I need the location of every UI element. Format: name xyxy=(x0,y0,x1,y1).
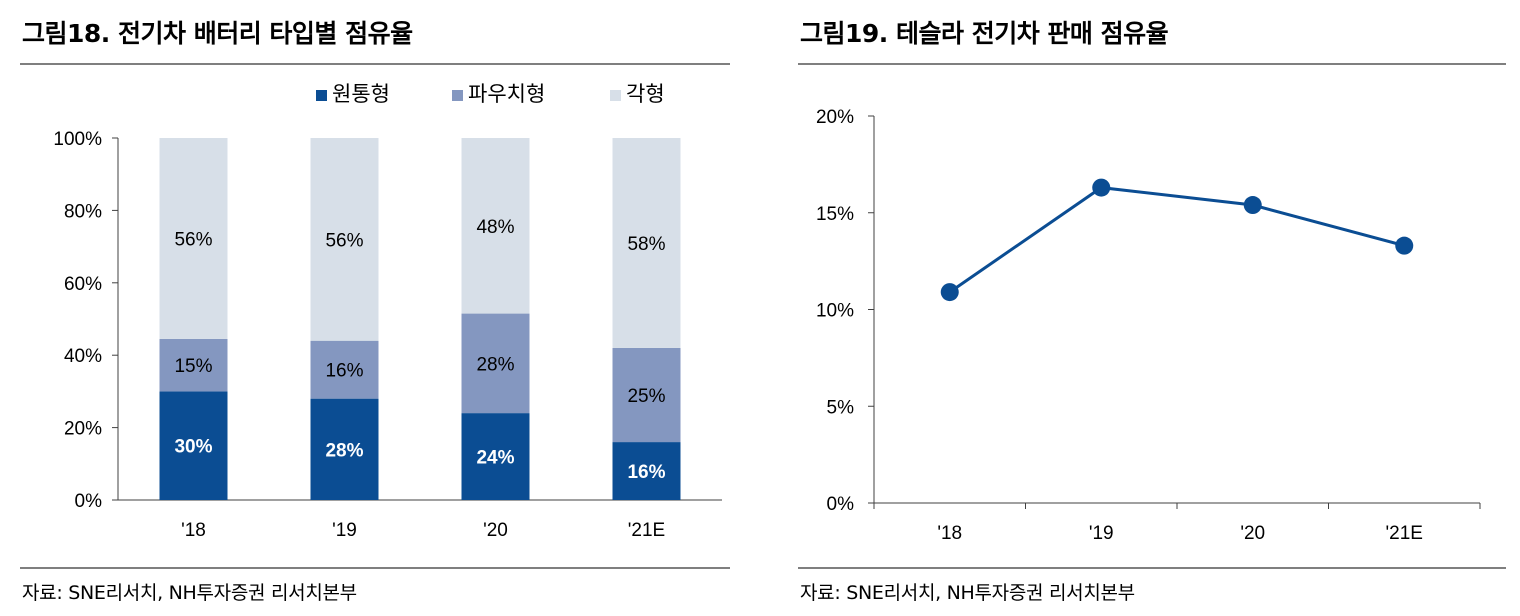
y-tick-label: 100% xyxy=(53,129,102,150)
bar-prismatic xyxy=(310,138,379,341)
bar-cylindrical xyxy=(159,391,228,500)
share-line-series xyxy=(948,186,1405,294)
bar-cylindrical xyxy=(612,442,681,500)
legend-swatch-prismatic xyxy=(610,90,621,101)
bar-data-label: 58% xyxy=(627,234,665,255)
bar-cylindrical xyxy=(310,398,379,500)
bar-pouch xyxy=(310,340,379,399)
bar-prismatic xyxy=(461,138,530,314)
left-panel: 그림18. 전기차 배터리 타입별 점유율 0% 20% 40% 60% 80% 100%… xyxy=(20,0,730,616)
data-point xyxy=(1243,196,1262,215)
bar-cylindrical xyxy=(461,413,530,500)
top-rule xyxy=(20,63,730,65)
x-tick-label: '20 xyxy=(1240,523,1265,544)
battery-type-bar-chart: 0% 20% 40% 60% 80% 100% 30% 15% 56% '18 28% 16% 56% '… xyxy=(53,83,722,541)
legend-label: 각형 xyxy=(626,83,665,106)
legend-label: 파우치형 xyxy=(468,83,545,106)
bar-data-label: 15% xyxy=(174,356,212,377)
x-tick-label: '20 xyxy=(483,520,508,541)
data-point xyxy=(1395,236,1414,255)
bar-data-label: 56% xyxy=(325,230,363,251)
x-tick-label: '18 xyxy=(937,523,962,544)
x-tick-label: '19 xyxy=(1089,523,1114,544)
bar-data-label: 16% xyxy=(627,462,665,483)
bar-data-label: 30% xyxy=(174,437,212,458)
y-tick-label: 5% xyxy=(827,397,855,418)
bottom-rule xyxy=(798,567,1506,569)
bar-prismatic xyxy=(612,138,681,348)
bar-data-label: 25% xyxy=(627,386,665,407)
bar-data-label: 48% xyxy=(476,217,514,238)
x-tick-label: '21E xyxy=(1386,523,1423,544)
bar-prismatic xyxy=(159,138,228,339)
y-tick-label: 60% xyxy=(64,274,102,295)
x-tick-label: '19 xyxy=(332,520,357,541)
legend-swatch-pouch xyxy=(452,90,463,101)
y-tick-label: 80% xyxy=(64,201,102,222)
battery-chart-title: 그림18. 전기차 배터리 타입별 점유율 xyxy=(22,19,413,48)
bar-data-label: 24% xyxy=(476,448,514,469)
y-tick-label: 20% xyxy=(816,107,854,128)
bar-data-label: 28% xyxy=(476,354,514,375)
tesla-chart-title: 그림19. 테슬라 전기차 판매 점유율 xyxy=(800,19,1169,48)
data-point xyxy=(940,283,959,302)
legend-swatch-cylindrical xyxy=(316,90,327,101)
battery-chart-source: 자료: SNE리서치, NH투자증권 리서치본부 xyxy=(22,582,357,604)
tesla-chart-source: 자료: SNE리서치, NH투자증권 리서치본부 xyxy=(800,582,1135,604)
bar-pouch xyxy=(461,313,530,414)
bottom-rule xyxy=(20,567,730,569)
bar-data-label: 28% xyxy=(325,440,363,461)
y-tick-label: 0% xyxy=(827,494,855,515)
legend-label: 원통형 xyxy=(332,83,390,106)
y-tick-label: 40% xyxy=(64,346,102,367)
y-tick-label: 15% xyxy=(816,204,854,225)
bar-data-label: 16% xyxy=(325,361,363,382)
y-tick-label: 0% xyxy=(75,491,103,512)
tesla-share-line-chart: 0% 5% 10% 15% 20% '18 '19 '20 '21E xyxy=(816,107,1481,544)
y-tick-label: 10% xyxy=(816,301,854,322)
bar-pouch xyxy=(612,347,681,443)
data-point xyxy=(1092,178,1111,197)
bar-pouch xyxy=(159,338,228,392)
y-tick-label: 20% xyxy=(64,419,102,440)
x-tick-label: '21E xyxy=(628,520,665,541)
x-tick-label: '18 xyxy=(181,520,206,541)
bar-data-label: 56% xyxy=(174,229,212,250)
top-rule xyxy=(798,63,1506,65)
right-panel: 그림19. 테슬라 전기차 판매 점유율 0% 5% 10% 15% 20% '18 '19… xyxy=(798,0,1506,616)
